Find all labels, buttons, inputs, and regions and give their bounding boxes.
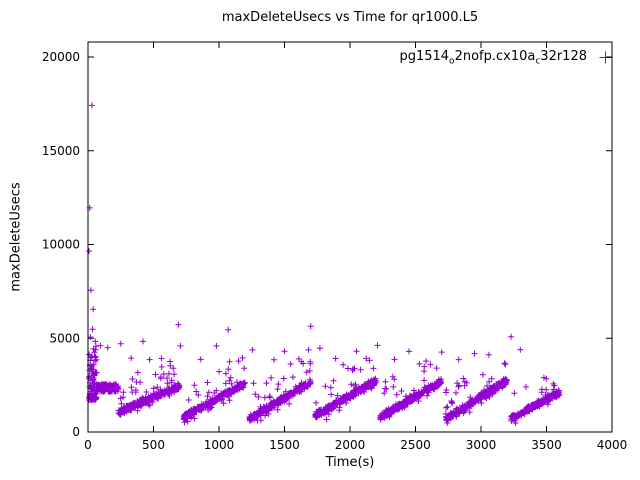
x-axis-label: Time(s) [325, 455, 375, 470]
svg-text:0: 0 [84, 438, 92, 452]
svg-text:0: 0 [72, 425, 80, 439]
svg-text:5000: 5000 [49, 331, 80, 345]
chart-title: maxDeleteUsecs vs Time for qr1000.L5 [221, 10, 479, 25]
svg-text:1500: 1500 [269, 438, 300, 452]
svg-text:10000: 10000 [42, 238, 80, 252]
svg-text:500: 500 [142, 438, 165, 452]
svg-text:2000: 2000 [335, 438, 366, 452]
svg-text:1000: 1000 [204, 438, 235, 452]
svg-text:2500: 2500 [400, 438, 431, 452]
legend-label: pg1514o2nofp.cx10ac32r128 [399, 49, 587, 67]
plus-marker-icon [599, 51, 612, 64]
svg-text:3000: 3000 [466, 438, 497, 452]
legend-entry: pg1514o2nofp.cx10ac32r128 [399, 49, 612, 67]
svg-text:20000: 20000 [42, 50, 80, 64]
svg-text:4000: 4000 [597, 438, 628, 452]
svg-text:3500: 3500 [531, 438, 562, 452]
svg-text:15000: 15000 [42, 144, 80, 158]
